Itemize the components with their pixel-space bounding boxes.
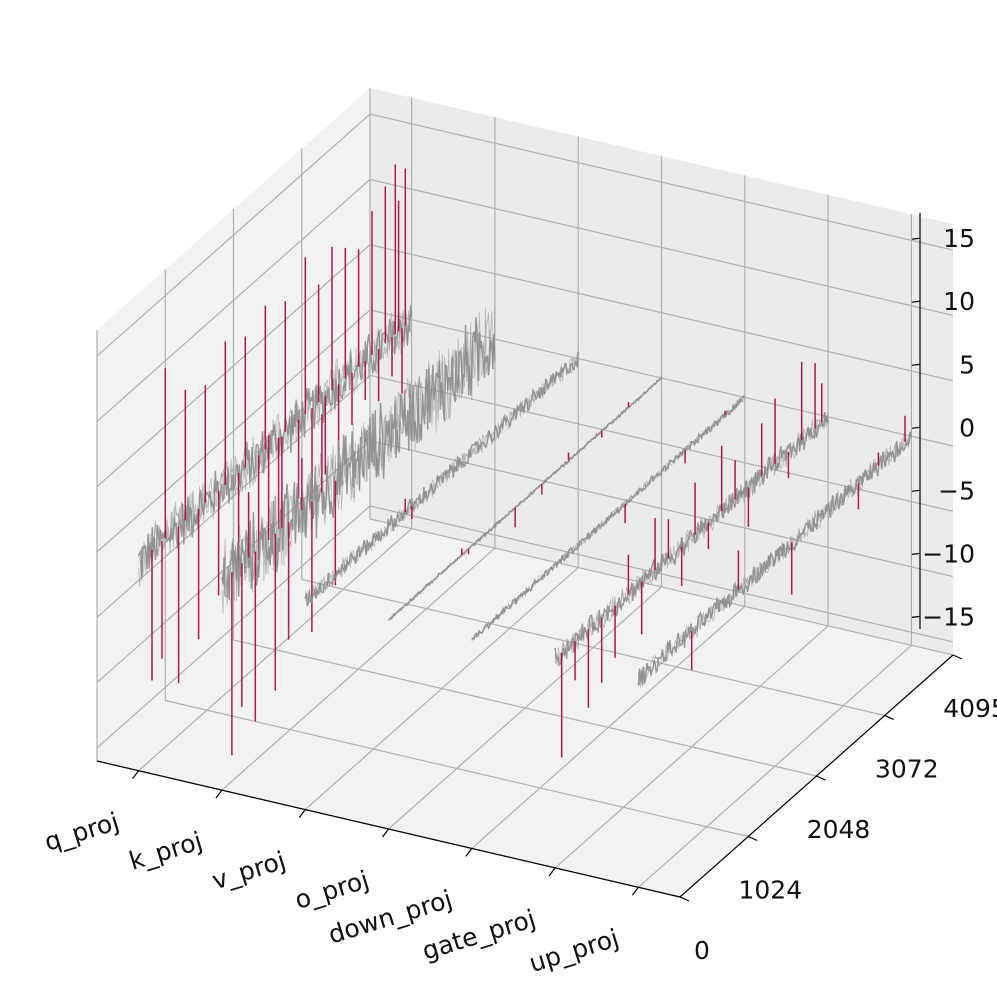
grid-left-z xyxy=(96,309,371,553)
series-line-down_proj xyxy=(471,394,746,640)
grid-floor-y xyxy=(233,639,817,777)
x-tick-label: up_proj xyxy=(526,923,623,978)
y-tick xyxy=(816,775,826,781)
z-tick-label: 15 xyxy=(943,224,975,253)
grid-back-z xyxy=(369,178,954,316)
x-tick xyxy=(298,809,306,818)
series-line-k_proj xyxy=(221,311,496,610)
y-tick xyxy=(679,896,690,902)
z-tick-label: 5 xyxy=(959,350,975,379)
series-line-v_proj xyxy=(304,356,579,605)
grid-floor-y xyxy=(165,699,749,838)
z-tick xyxy=(911,363,921,366)
grid-back-z xyxy=(369,505,954,643)
y-tick-label: 3072 xyxy=(875,755,939,784)
x-tick xyxy=(382,828,389,838)
series-up_proj xyxy=(637,415,913,687)
grid-back-z xyxy=(369,113,954,251)
x-tick xyxy=(132,770,140,780)
z-tick-label: 0 xyxy=(959,413,975,442)
z-tick-label: 10 xyxy=(943,287,975,316)
z-tick-label: −5 xyxy=(938,476,975,505)
z-tick-label: −15 xyxy=(922,602,975,631)
y-tick-label: 2048 xyxy=(807,815,871,844)
grid-left-z xyxy=(96,178,371,422)
y-tick xyxy=(748,835,758,842)
y-tick-label: 1024 xyxy=(738,876,802,905)
series-line-o_proj xyxy=(388,377,662,621)
series-k_proj xyxy=(221,304,496,756)
grid-back-z xyxy=(369,244,954,382)
grid-left-z xyxy=(96,244,371,488)
grid-left-z xyxy=(96,113,371,357)
y-tick-label: 0 xyxy=(694,936,710,965)
z-tick-label: −10 xyxy=(922,539,975,568)
chart-series xyxy=(137,164,913,758)
z-tick xyxy=(911,552,921,555)
x-tick xyxy=(548,867,556,877)
series-o_proj xyxy=(388,376,663,621)
grid-floor-y xyxy=(369,518,954,656)
series-line-gate_proj xyxy=(554,410,829,664)
x-tick xyxy=(215,789,223,799)
z-tick xyxy=(911,237,921,240)
grid-left-z xyxy=(96,505,371,749)
z-tick xyxy=(911,489,921,492)
chart-axes xyxy=(96,213,963,902)
series-q_proj xyxy=(137,164,413,683)
y-tick xyxy=(952,654,963,660)
x-tick-label: o_proj xyxy=(291,865,372,915)
x-tick xyxy=(465,848,473,857)
x-tick xyxy=(631,886,639,896)
series-line-up_proj xyxy=(638,430,912,687)
x-tick-label: k_proj xyxy=(126,826,206,876)
grid-floor-y xyxy=(301,578,885,717)
y-tick xyxy=(884,714,895,721)
z-tick xyxy=(911,615,921,618)
x-tick-label: q_proj xyxy=(41,807,122,857)
z-tick xyxy=(911,300,921,303)
series-line-v_proj xyxy=(304,351,579,603)
series-down_proj xyxy=(471,394,746,642)
series-v_proj xyxy=(304,351,579,607)
series-gate_proj xyxy=(554,361,829,758)
series-line-q_proj xyxy=(138,302,412,587)
series-line-gate_proj xyxy=(554,412,829,667)
z-tick xyxy=(911,426,921,429)
y-tick-label: 4095 xyxy=(943,694,997,723)
x-tick-label: v_proj xyxy=(209,846,289,896)
